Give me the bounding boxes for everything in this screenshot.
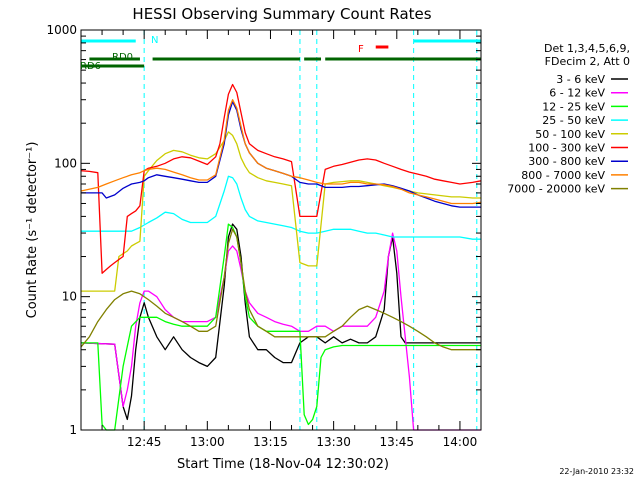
legend-label: 7000 - 20000 keV [507,183,605,196]
y-tick-label: 1000 [46,23,77,37]
series-line [81,175,481,240]
legend-label: 6 - 12 keV [549,87,605,100]
legend-header-line-2: FDecim 2, Att 0 [545,55,630,68]
annotation-night: N [151,35,158,46]
plot-frame [80,29,482,431]
y-tick-label: 10 [62,290,77,304]
y-tick-label: 100 [54,156,77,170]
annotation-rd6: RD6 [80,61,101,72]
legend-header-line-1: Det 1,3,4,5,6,9, [544,42,630,55]
legend-label: 800 - 7000 keV [521,169,605,182]
annotation-flare: F [358,44,364,55]
series-line [80,83,482,274]
x-tick-label: 13:45 [379,435,414,449]
x-tick-label: 13:30 [316,435,351,449]
x-axis-label: Start Time (18-Nov-04 12:30:02) [177,457,389,472]
legend: Det 1,3,4,5,6,9, FDecim 2, Att 0 3 - 6 k… [507,42,630,196]
annotation-rd0: RD0 [112,52,133,63]
series-line [80,223,481,421]
chart-title: HESSI Observing Summary Count Rates [132,5,431,23]
series-line [80,232,481,431]
x-axis-ticks: 12:45 13:00 13:15 13:30 13:45 14:00 [101,30,482,449]
legend-label: 100 - 300 keV [528,142,605,155]
series-line [81,101,481,208]
series-line [81,223,481,431]
x-tick-label: 13:00 [190,435,225,449]
x-tick-label: 14:00 [443,435,478,449]
flag-bars [81,39,481,68]
series-line [81,131,481,292]
y-tick-label: 1 [69,423,77,437]
footer-date: 22-Jan-2010 23:32 [559,467,634,476]
y-axis-ticks: 1 10 100 1000 [46,23,481,437]
x-tick-label: 13:15 [253,435,288,449]
legend-label: 25 - 50 keV [542,114,605,127]
legend-label: 50 - 100 keV [535,128,605,141]
x-tick-label: 12:45 [127,435,162,449]
flag-lines [143,30,478,430]
legend-label: 3 - 6 keV [556,73,605,86]
legend-label: 12 - 25 keV [542,100,605,113]
legend-label: 300 - 800 keV [528,155,605,168]
y-axis-label: Count Rate (s⁻¹ detector⁻¹) [25,142,40,319]
series-layer [80,83,482,431]
series-line [80,228,481,351]
series-line [80,99,482,205]
